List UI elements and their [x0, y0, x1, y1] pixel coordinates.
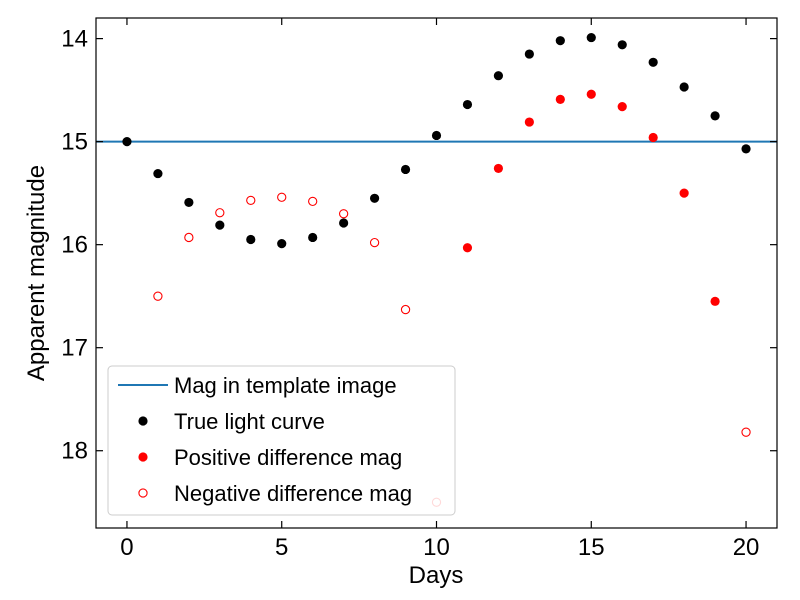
- true-curve-point: [400, 164, 411, 175]
- legend-true-curve-marker: [138, 416, 148, 426]
- true-curve-point: [308, 232, 318, 243]
- negative-diff-point: [153, 291, 163, 301]
- x-tick-label: 10: [423, 534, 450, 561]
- true-curve-point: [369, 193, 380, 203]
- negative-diff-point: [184, 232, 194, 243]
- negative-diff-point: [215, 208, 225, 218]
- true-curve-point: [710, 111, 720, 121]
- true-curve-point: [524, 49, 534, 59]
- negative-diff-point: [246, 195, 256, 206]
- positive-diff-point: [679, 188, 689, 198]
- positive-diff-point: [710, 296, 720, 306]
- negative-diff-point: [338, 209, 349, 219]
- true-curve-point: [215, 220, 225, 230]
- negative-diff-point: [400, 304, 411, 315]
- true-curve-point: [246, 234, 256, 245]
- true-curve-point: [122, 137, 132, 147]
- positive-diff-point: [462, 243, 473, 253]
- x-tick-label: 15: [578, 534, 605, 561]
- y-tick-label: 15: [61, 129, 88, 156]
- x-tick-label: 5: [275, 534, 288, 561]
- y-tick-label: 14: [61, 26, 88, 53]
- y-tick-label: 17: [61, 335, 88, 362]
- true-curve-point: [648, 57, 658, 67]
- true-curve-point: [586, 32, 596, 43]
- true-curve-point: [493, 71, 504, 81]
- positive-diff-point: [617, 102, 627, 112]
- true-curve-point: [679, 82, 689, 92]
- true-curve-point: [277, 239, 287, 249]
- legend: Mag in template image True light curve P…: [107, 365, 456, 516]
- x-tick-label: 20: [733, 534, 760, 561]
- positive-diff-point: [493, 163, 504, 174]
- true-curve-point: [184, 197, 194, 208]
- y-tick-label: 18: [61, 438, 88, 465]
- true-curve-point: [431, 130, 442, 141]
- plot-frame: [95, 17, 778, 529]
- legend-positive-label: Positive difference mag: [174, 445, 402, 470]
- positive-diff-point: [586, 89, 596, 99]
- positive-diff-point: [555, 94, 565, 104]
- true-curve-point: [555, 36, 565, 46]
- legend-box: [107, 365, 456, 516]
- negative-diff-point: [741, 427, 751, 437]
- x-axis-label: Days: [409, 562, 464, 589]
- legend-negative-label: Negative difference mag: [174, 481, 412, 506]
- legend-true-curve-label: True light curve: [174, 409, 325, 434]
- negative-diff-point: [308, 196, 318, 207]
- true-curve-point: [153, 168, 163, 179]
- true-curve-point: [462, 99, 473, 110]
- x-tick-label: 0: [120, 534, 133, 561]
- legend-template-label: Mag in template image: [174, 373, 397, 398]
- legend-positive-marker: [138, 452, 148, 462]
- true-curve-point: [617, 40, 627, 50]
- y-tick-label: 16: [61, 232, 88, 259]
- true-curve-point: [339, 218, 349, 228]
- legend-negative-marker: [138, 488, 148, 498]
- negative-diff-point: [369, 237, 380, 248]
- y-axis-label: Apparent magnitude: [23, 165, 50, 381]
- true-curve-point: [741, 144, 751, 154]
- positive-diff-point: [648, 132, 658, 143]
- negative-diff-point: [277, 192, 287, 202]
- positive-diff-point: [524, 117, 534, 127]
